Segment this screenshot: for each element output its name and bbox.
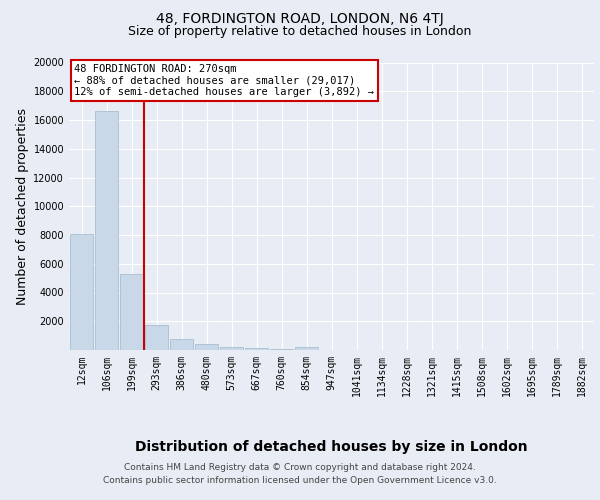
Bar [170, 339, 193, 350]
X-axis label: Distribution of detached houses by size in London: Distribution of detached houses by size … [135, 440, 528, 454]
Text: 48, FORDINGTON ROAD, LONDON, N6 4TJ: 48, FORDINGTON ROAD, LONDON, N6 4TJ [156, 12, 444, 26]
Bar [70, 234, 93, 350]
Bar [245, 348, 268, 350]
Bar [120, 274, 143, 350]
Text: 48 FORDINGTON ROAD: 270sqm
← 88% of detached houses are smaller (29,017)
12% of : 48 FORDINGTON ROAD: 270sqm ← 88% of deta… [74, 64, 374, 97]
Bar [295, 347, 318, 350]
Text: Size of property relative to detached houses in London: Size of property relative to detached ho… [128, 25, 472, 38]
Bar [95, 112, 118, 350]
Text: Contains HM Land Registry data © Crown copyright and database right 2024.: Contains HM Land Registry data © Crown c… [124, 464, 476, 472]
Bar [270, 348, 293, 350]
Bar [220, 347, 243, 350]
Bar [195, 344, 218, 350]
Text: Contains public sector information licensed under the Open Government Licence v3: Contains public sector information licen… [103, 476, 497, 485]
Bar [145, 325, 168, 350]
Y-axis label: Number of detached properties: Number of detached properties [16, 108, 29, 304]
